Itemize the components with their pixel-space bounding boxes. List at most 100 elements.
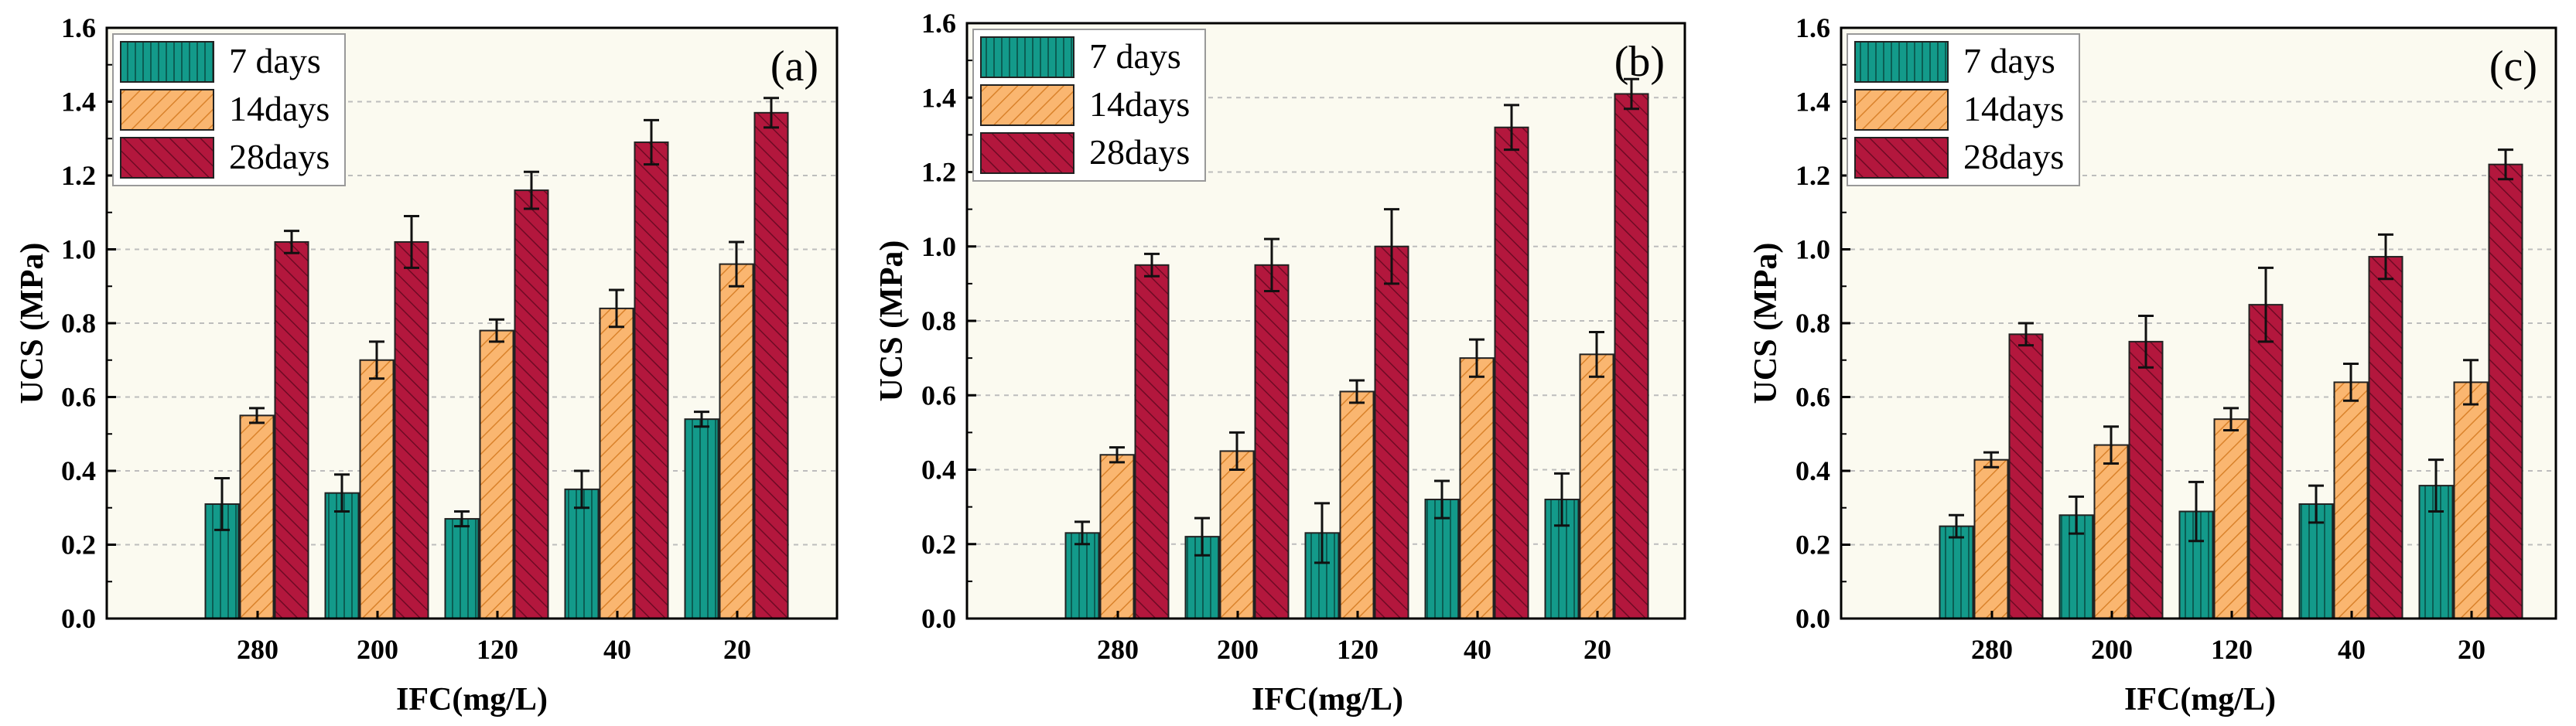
legend-swatch-3 <box>120 137 214 179</box>
legend-swatch-2 <box>120 89 214 131</box>
bar-14days-280 <box>1973 458 2009 619</box>
y-tick-label: 1.0 <box>61 234 96 265</box>
y-tick-label: 0.4 <box>1795 455 1830 486</box>
y-tick-label: 0.2 <box>1795 530 1830 561</box>
y-tick-label: 0.4 <box>921 455 956 486</box>
y-tick-label: 1.0 <box>1795 234 1830 265</box>
x-tick-label: 20 <box>1584 634 1611 665</box>
legend-label-3: 28days <box>229 137 330 176</box>
chart-panel-2: 0.0 0.2 0.4 0.6 0.8 1.0 1.2 1.4 1.6 280 200 120 40 20… <box>874 8 1686 717</box>
bar-14days-40 <box>1459 357 1495 619</box>
x-tick-label: 20 <box>2458 634 2485 665</box>
bar-14days-280 <box>1099 454 1135 619</box>
bar-28days-200 <box>394 240 429 619</box>
y-tick-label: 1.0 <box>921 231 956 262</box>
plot-frame <box>1840 26 2557 620</box>
y-axis-label: UCS (MPa) <box>874 240 910 402</box>
x-tick-label: 20 <box>723 634 751 665</box>
y-tick-label: 1.6 <box>61 12 96 43</box>
chart-panel-3: 0.0 0.2 0.4 0.6 0.8 1.0 1.2 1.4 1.6 280 200 120 40 20… <box>1748 12 2557 717</box>
y-tick-label: 1.4 <box>61 87 96 118</box>
legend-swatch-1 <box>1854 41 1949 83</box>
legend-label-2: 14days <box>1963 89 2064 128</box>
x-axis-label: IFC(mg/L) <box>2124 682 2276 717</box>
y-tick-label: 1.4 <box>921 82 956 113</box>
legend: 7 days 14days 28days <box>112 33 346 186</box>
legend-label-1: 7 days <box>229 41 321 80</box>
bar-14days-200 <box>1219 450 1255 619</box>
legend-swatch-2 <box>1854 89 1949 131</box>
legend-label-2: 14days <box>1089 84 1190 124</box>
bar-7days-280 <box>1064 532 1100 619</box>
bar-7days-280 <box>1939 525 1974 619</box>
plot-frame <box>965 22 1686 620</box>
bar-28days-40 <box>634 141 669 619</box>
legend-swatch-2 <box>980 84 1074 126</box>
legend-label-1: 7 days <box>1963 41 2055 80</box>
bar-7days-20 <box>684 418 719 620</box>
plot-frame <box>105 26 839 620</box>
bar-14days-40 <box>2333 381 2369 619</box>
bar-14days-120 <box>2213 418 2249 620</box>
y-tick-label: 0.2 <box>921 529 956 560</box>
legend-swatch-1 <box>980 36 1074 78</box>
y-axis-label: UCS (MPa) <box>1748 243 1784 404</box>
x-tick-label: 40 <box>2338 634 2366 665</box>
bar-28days-200 <box>2128 340 2164 619</box>
bar-28days-40 <box>2368 256 2403 619</box>
bar-28days-120 <box>514 189 549 620</box>
y-tick-label: 1.6 <box>921 8 956 39</box>
bar-28days-280 <box>1134 264 1170 619</box>
legend: 7 days 14days 28days <box>1847 33 2080 186</box>
x-axis-label: IFC(mg/L) <box>396 682 548 717</box>
legend-swatch-3 <box>1854 137 1949 179</box>
x-tick-label: 120 <box>2211 634 2253 665</box>
chart-panel-1: 0.0 0.2 0.4 0.6 0.8 1.0 1.2 1.4 1.6 280 200 120 40 20… <box>15 12 839 717</box>
legend-label-2: 14days <box>229 89 330 128</box>
bar-14days-40 <box>599 307 634 619</box>
x-tick-label: 200 <box>2091 634 2133 665</box>
panel-label: (a) <box>770 43 818 90</box>
chart-panels: 0.0 0.2 0.4 0.6 0.8 1.0 1.2 1.4 1.6 280 200 120 40 20… <box>15 8 2557 717</box>
bar-28days-280 <box>274 240 309 619</box>
bar-7days-120 <box>444 518 480 620</box>
y-tick-label: 0.8 <box>61 308 96 339</box>
bar-14days-200 <box>359 359 395 619</box>
x-tick-label: 40 <box>603 634 631 665</box>
bar-14days-200 <box>2093 444 2129 620</box>
legend: 7 days 14days 28days <box>972 29 1206 182</box>
x-tick-label: 280 <box>1971 634 2013 665</box>
y-tick-label: 0.8 <box>921 305 956 336</box>
bar-28days-120 <box>1374 245 1409 619</box>
y-tick-label: 1.2 <box>921 157 956 188</box>
panel-label: (c) <box>2489 43 2537 90</box>
x-tick-label: 40 <box>1464 634 1491 665</box>
y-tick-label: 1.6 <box>1795 12 1830 43</box>
panel-label: (b) <box>1614 38 1665 86</box>
bar-7days-40 <box>564 488 600 619</box>
bar-14days-20 <box>719 263 754 619</box>
legend-label-1: 7 days <box>1089 36 1181 76</box>
legend-label-3: 28days <box>1089 132 1190 172</box>
bar-28days-120 <box>2248 304 2284 619</box>
y-tick-label: 0.6 <box>1795 382 1830 413</box>
y-tick-label: 0.6 <box>921 380 956 411</box>
y-axis-label: UCS (MPa) <box>15 243 50 404</box>
bar-14days-120 <box>1339 390 1375 619</box>
bar-28days-200 <box>1254 264 1290 619</box>
y-tick-label: 0.0 <box>61 603 96 634</box>
y-tick-label: 0.4 <box>61 455 96 486</box>
bar-28days-20 <box>2488 163 2523 620</box>
legend-label-3: 28days <box>1963 137 2064 176</box>
bar-7days-120 <box>2178 510 2214 620</box>
y-tick-label: 0.8 <box>1795 308 1830 339</box>
bar-28days-280 <box>2008 333 2044 619</box>
y-tick-label: 0.6 <box>61 382 96 413</box>
x-tick-label: 280 <box>237 634 278 665</box>
bar-14days-20 <box>1579 353 1614 619</box>
y-tick-label: 0.2 <box>61 530 96 561</box>
bar-14days-120 <box>479 329 514 619</box>
bar-7days-200 <box>324 492 360 620</box>
bar-14days-20 <box>2453 381 2489 619</box>
